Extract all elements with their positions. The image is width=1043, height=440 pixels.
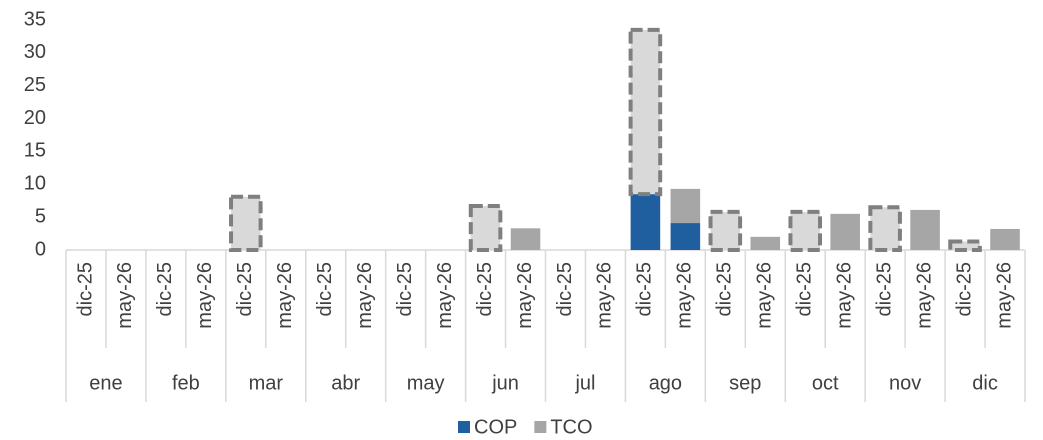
- group-label: ago: [649, 372, 682, 394]
- y-tick-label: 20: [24, 107, 46, 129]
- x-tick-label: may-26: [114, 262, 136, 329]
- group-label: mar: [249, 372, 284, 394]
- group-label: sep: [729, 372, 761, 394]
- group-label: oct: [812, 372, 839, 394]
- bar: [910, 209, 940, 250]
- bar: [670, 188, 701, 224]
- legend-label: COP: [474, 416, 517, 438]
- x-tick-label: may-26: [594, 262, 616, 329]
- y-tick-label: 35: [24, 8, 46, 30]
- x-tick-label: dic-25: [953, 262, 975, 316]
- x-tick-label: may-26: [194, 262, 216, 329]
- group-label: feb: [172, 372, 200, 394]
- group-label: dic: [972, 372, 998, 394]
- bar: [708, 209, 743, 252]
- bar: [468, 203, 503, 253]
- bar: [948, 239, 982, 252]
- bar: [510, 228, 541, 250]
- x-tick-label: dic-25: [394, 262, 416, 316]
- x-tick-label: dic-25: [74, 262, 96, 316]
- group-label: abr: [331, 372, 360, 394]
- x-tick-label: dic-25: [714, 262, 736, 316]
- x-tick-label: may-26: [833, 262, 855, 329]
- bar: [788, 209, 823, 252]
- x-tick-label: dic-25: [634, 262, 656, 316]
- group-label: ene: [89, 372, 122, 394]
- x-tick-label: may-26: [434, 262, 456, 329]
- y-tick-label: 10: [24, 173, 46, 195]
- group-label: nov: [889, 372, 921, 394]
- y-tick-label: 25: [24, 74, 46, 96]
- bar: [750, 236, 781, 250]
- x-tick-label: may-26: [754, 262, 776, 329]
- x-tick-label: dic-25: [873, 262, 895, 316]
- x-tick-label: dic-25: [474, 262, 496, 316]
- x-tick-label: may-26: [674, 262, 696, 329]
- group-label: may: [407, 372, 445, 394]
- x-tick-label: may-26: [274, 262, 296, 329]
- x-tick-label: may-26: [993, 262, 1015, 329]
- y-tick-label: 5: [35, 205, 46, 227]
- x-tick-label: may-26: [354, 262, 376, 329]
- bar: [868, 205, 902, 253]
- bar: [628, 27, 663, 197]
- group-label: jun: [491, 372, 519, 394]
- x-tick-label: dic-25: [554, 262, 576, 316]
- y-tick-label: 15: [24, 140, 46, 162]
- x-tick-label: may-26: [514, 262, 536, 329]
- bar: [630, 194, 661, 250]
- y-tick-label: 0: [35, 238, 46, 260]
- bar: [229, 194, 263, 252]
- bar: [830, 213, 860, 250]
- bar: [990, 228, 1020, 250]
- bar: [670, 223, 701, 250]
- legend-swatch: [458, 421, 470, 433]
- y-tick-label: 30: [24, 41, 46, 63]
- x-tick-label: dic-25: [314, 262, 336, 316]
- x-tick-label: dic-25: [234, 262, 256, 316]
- x-tick-label: may-26: [913, 262, 935, 329]
- group-label: jul: [574, 372, 595, 394]
- legend-label: TCO: [550, 416, 592, 438]
- legend-swatch: [534, 421, 547, 433]
- x-tick-label: dic-25: [154, 262, 176, 316]
- x-tick-label: dic-25: [794, 262, 816, 316]
